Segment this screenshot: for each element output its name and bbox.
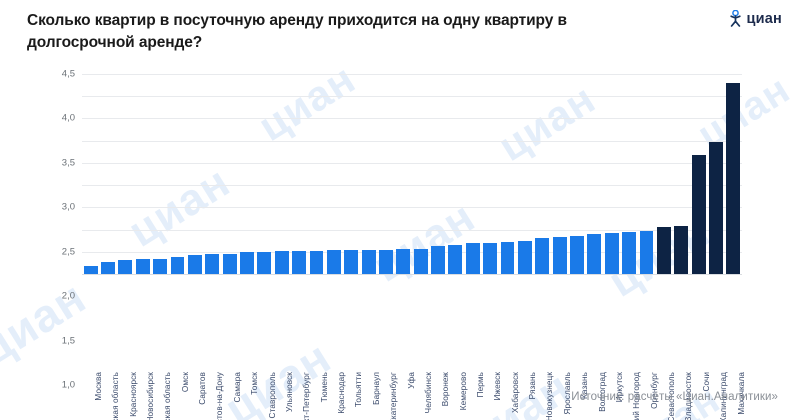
x-axis-tick-label: Томск [250,372,260,395]
bar [361,250,376,274]
bar-chart: 0,00,51,01,52,02,53,03,54,04,5 МоскваМос… [0,62,800,420]
y-axis-tick-label: 1,5 [61,335,75,347]
bar-series [82,74,742,274]
bar [483,242,498,274]
x-axis-tick-label: Ульяновск [284,372,294,413]
grid-line: 4,0 [62,96,742,124]
bar [396,249,411,274]
x-axis-tick-label: Пермь [475,372,485,398]
x-axis-tick-label: Рязань [528,372,538,400]
x-axis-tick-label: Хабаровск [510,372,520,414]
bar [639,230,654,274]
bar [153,258,168,274]
y-axis-tick-label: 2,5 [61,246,75,258]
x-axis-tick-label: Новокузнецк [545,372,555,420]
x-axis-tick-label: Ставрополь [267,372,277,419]
y-axis-tick-label: 3,0 [61,201,75,213]
cian-pin-person-icon [728,10,743,27]
bar [431,246,445,274]
x-axis-tick-label: Омск [180,372,190,393]
bar [222,253,237,274]
x-axis-tick-label: Краснодар [337,372,347,414]
grid-line: 3,0 [62,140,742,213]
cian-logo-text: циан [746,10,782,27]
y-axis-tick-label: 4,0 [61,112,75,124]
bar [170,257,185,274]
bar [326,250,341,274]
bar [500,242,515,274]
grid-line: 2,0 [62,185,742,302]
x-axis-tick-label: Воронеж [441,372,451,407]
bar [726,82,741,274]
grid-line: 4,5 [62,69,742,80]
bar [344,250,359,274]
source-note: Источник: расчёты «Циан.Аналитики» [571,391,778,403]
bar [570,236,584,274]
y-axis-tick-label: 2,0 [61,290,75,302]
y-axis-tick-label: 3,5 [61,157,75,169]
bar [187,254,202,274]
x-axis-tick-label: Сочи [701,372,711,392]
bar [118,259,133,274]
plot-area: 0,0 0,5 1,0 1,5 2,0 2,5 3,0 3,5 4,0 4,5 [62,69,742,391]
x-axis-tick-label: Екатеринбург [389,372,399,420]
x-axis-tick-label: Самара [232,372,242,403]
bar [517,240,532,274]
x-axis-tick-label: Кемерово [458,372,468,411]
bar [83,266,98,274]
bar [709,142,723,274]
x-axis-tick-label: Ленинградская область [163,372,173,420]
y-axis-tick-label: 1,0 [61,379,75,391]
x-axis-tick-label: Санкт-Петербург [302,372,312,420]
chart-header: Сколько квартир в посуточную аренду прих… [0,0,800,62]
bar [413,248,428,274]
grid-line: 1,5 [62,207,742,346]
bar [292,250,307,274]
bar [604,232,619,274]
bar [691,155,706,274]
bar [274,251,289,274]
x-axis-tick-label: Уфа [406,372,416,389]
bar [535,238,550,274]
bar [379,249,393,274]
grid-line: 3,5 [62,118,742,168]
x-axis-tick-label: Тольятти [354,372,364,408]
x-axis-tick-label: Челябинск [423,372,433,414]
x-axis-tick-label: Барнаул [371,372,381,405]
grid-line: 2,5 [62,162,742,257]
grid-line: 0,5 [82,251,742,253]
y-axis-tick-label: 4,5 [61,68,75,80]
bar [587,234,602,274]
x-axis-tick-label: Ижевск [493,372,503,401]
x-axis-tick-label: Ростов-на-Дону [215,372,225,420]
bar [465,243,480,274]
bar [205,254,220,274]
bar [101,262,115,274]
bar [552,237,567,274]
cian-logo: циан [728,10,782,27]
x-axis-tick-label: Московская область [111,372,121,420]
grid-line: 0,0 [82,274,742,275]
grid-line: 1,0 [62,229,742,391]
x-axis-tick-label: Москва [93,372,103,401]
x-axis-tick-label: Саратов [198,372,208,405]
bar [622,231,637,274]
bar [448,245,463,274]
x-axis-tick-label: Тюмень [319,372,329,403]
bar [674,226,689,274]
x-axis-tick-label: Красноярск [128,372,138,417]
bar [240,251,254,274]
bar [135,259,150,274]
page-title: Сколько квартир в посуточную аренду прих… [27,12,567,51]
bar [656,227,671,274]
bar [257,251,272,274]
x-axis-labels: Москва Московская область Красноярск Новоси… [82,280,746,420]
x-axis-tick-label: Новосибирск [145,372,155,420]
bar [309,250,324,274]
